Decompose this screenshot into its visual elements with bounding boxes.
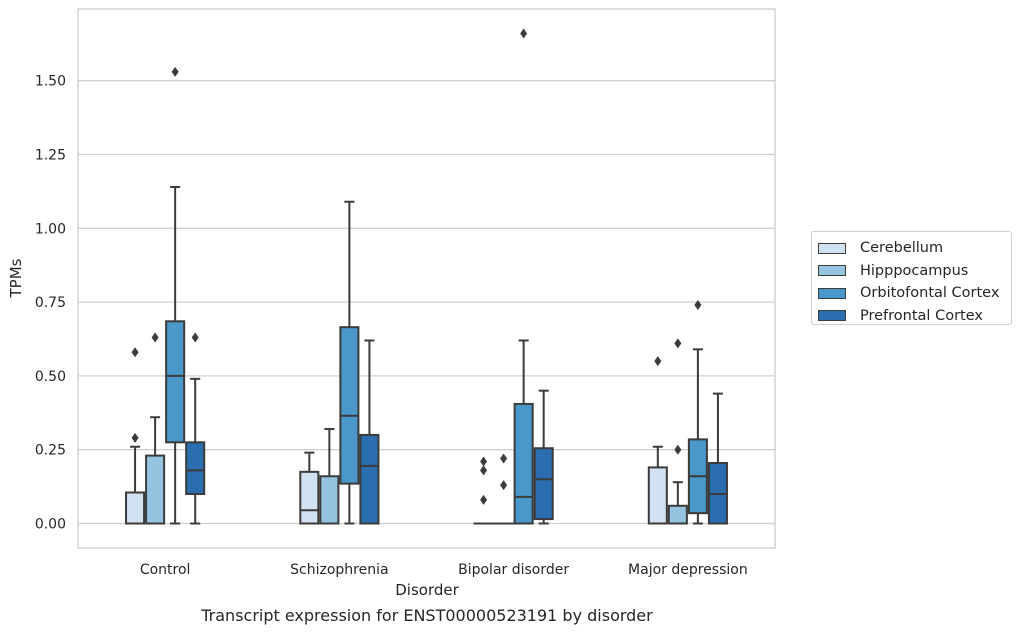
legend-swatch [818, 242, 846, 254]
box-cerebellum [647, 356, 668, 525]
box-iqr [667, 504, 688, 525]
legend-swatch [818, 265, 846, 277]
box-iqr [359, 433, 380, 525]
legend-label: Cerebellum [860, 240, 944, 257]
legend-label: Prefrontal Cortex [860, 307, 983, 324]
legend-entry: Cerebellum [818, 237, 1011, 260]
outlier-point [694, 300, 702, 311]
outlier-point [500, 453, 508, 464]
y-tick-label: 0.25 [35, 443, 66, 459]
box-hipppocampus [145, 332, 166, 525]
box-prefrontal-cortex [533, 389, 554, 525]
box-hipppocampus [493, 453, 514, 525]
outlier-point [191, 332, 199, 343]
legend-label: Hipppocampus [860, 262, 969, 279]
y-axis-ticks: 0.00 0.25 0.50 0.75 1.00 1.25 1.50 [35, 74, 66, 533]
box-orbitofontal-cortex [513, 28, 534, 525]
box-iqr [145, 454, 166, 525]
box-iqr [533, 447, 554, 521]
box-prefrontal-cortex [359, 339, 380, 525]
outlier-point [654, 356, 662, 367]
box-orbitofontal-cortex [687, 300, 708, 525]
gridlines [78, 80, 775, 525]
box-hipppocampus [319, 428, 340, 525]
legend-swatch [818, 287, 846, 299]
box-orbitofontal-cortex [165, 66, 186, 525]
y-tick-label: 1.00 [35, 221, 66, 237]
outlier-point [480, 494, 488, 505]
outlier-point [674, 338, 682, 349]
box-cerebellum [299, 451, 320, 525]
box-iqr [165, 320, 186, 444]
box-iqr [513, 402, 534, 525]
box-iqr [125, 491, 146, 525]
x-tick-label: Major depression [628, 562, 748, 578]
plot-area-frame [77, 8, 776, 549]
legend-swatch [818, 310, 846, 322]
outlier-point [131, 432, 139, 443]
y-axis-title: TPMs [7, 258, 25, 298]
box-prefrontal-cortex [707, 392, 728, 525]
y-tick-label: 0.50 [35, 369, 66, 385]
outlier-point [674, 444, 682, 455]
chart-title: Transcript expression for ENST0000052319… [201, 606, 653, 625]
box-cerebellum [125, 347, 146, 525]
outlier-point [520, 28, 528, 39]
x-tick-label: Control [140, 562, 191, 578]
x-axis-ticks: Control Schizophrenia Bipolar disorder Majo… [140, 562, 748, 578]
x-tick-label: Bipolar disorder [458, 562, 569, 578]
outlier-point [500, 480, 508, 491]
outlier-point [131, 347, 139, 358]
box-iqr [319, 475, 340, 525]
legend: Cerebellum Hipppocampus Orbitofontal Corte… [811, 231, 1012, 325]
y-tick-label: 1.25 [35, 148, 66, 164]
x-axis-title: Disorder [395, 581, 459, 599]
box-plot-marks [125, 28, 728, 525]
box-prefrontal-cortex [185, 332, 206, 525]
legend-entry: Prefrontal Cortex [818, 305, 1011, 328]
legend-entry: Hipppocampus [818, 260, 1011, 283]
x-tick-label: Schizophrenia [290, 562, 388, 578]
outlier-point [480, 465, 488, 476]
box-hipppocampus [667, 338, 688, 525]
outlier-point [480, 456, 488, 467]
outlier-point [151, 332, 159, 343]
box-iqr [299, 470, 320, 525]
legend-label: Orbitofontal Cortex [860, 285, 1000, 302]
box-cerebellum [473, 456, 494, 525]
box-iqr [185, 441, 206, 495]
outlier-point [171, 66, 179, 77]
box-orbitofontal-cortex [339, 200, 360, 525]
y-tick-label: 0.00 [35, 517, 66, 533]
y-tick-label: 1.50 [35, 74, 66, 90]
legend-entry: Orbitofontal Cortex [818, 282, 1011, 305]
y-tick-label: 0.75 [35, 295, 66, 311]
box-iqr [339, 326, 360, 485]
box-iqr [647, 466, 668, 525]
